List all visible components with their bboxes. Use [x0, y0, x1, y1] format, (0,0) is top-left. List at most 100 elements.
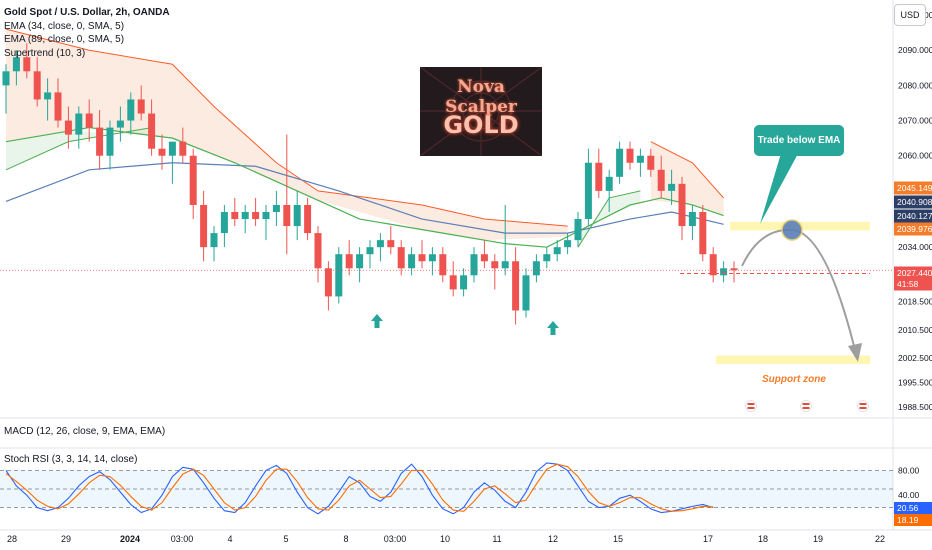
candle-body[interactable] [85, 113, 93, 128]
ema89-label[interactable]: EMA (89, close, 0, SMA, 5) [4, 34, 125, 45]
candle-body[interactable] [387, 240, 395, 248]
candle-body[interactable] [501, 261, 509, 269]
candle-body[interactable] [657, 169, 665, 191]
candle-body[interactable] [127, 99, 135, 121]
supertrend-label[interactable]: Supertrend (10, 3) [4, 47, 86, 59]
candle-body[interactable] [397, 247, 405, 269]
candle-body[interactable] [345, 254, 353, 269]
candle-body[interactable] [272, 204, 280, 212]
candle-body[interactable] [96, 127, 104, 156]
candle-body[interactable] [647, 155, 655, 170]
event-flag-icon[interactable] [857, 400, 869, 412]
price-axis-label: 2010.500 [898, 325, 932, 335]
candle-body[interactable] [595, 162, 603, 191]
candle-body[interactable] [335, 254, 343, 297]
candle-body[interactable] [231, 212, 239, 220]
candle-body[interactable] [688, 212, 696, 227]
candle-body[interactable] [23, 57, 31, 72]
candle-body[interactable] [564, 240, 572, 248]
time-axis-label: 17 [703, 534, 713, 544]
candle-body[interactable] [158, 148, 166, 156]
candle-body[interactable] [44, 92, 52, 100]
candle-body[interactable] [543, 254, 551, 262]
flag-stripe [747, 403, 755, 405]
candle-body[interactable] [324, 268, 332, 297]
candle-body[interactable] [449, 275, 457, 290]
candles[interactable] [2, 43, 738, 325]
logo-line1: Nova Scalper [445, 77, 517, 117]
candle-body[interactable] [356, 254, 364, 269]
candle-body[interactable] [699, 212, 707, 255]
candle-body[interactable] [636, 155, 644, 163]
candle-body[interactable] [116, 120, 124, 128]
candle-body[interactable] [491, 261, 499, 269]
candle-body[interactable] [480, 254, 488, 262]
candle-body[interactable] [512, 261, 520, 311]
candle-body[interactable] [418, 254, 426, 262]
event-flag-icon[interactable] [800, 400, 812, 412]
candle-body[interactable] [616, 148, 624, 177]
time-axis-label: 19 [813, 534, 823, 544]
candle-body[interactable] [283, 204, 291, 227]
candle-body[interactable] [210, 233, 218, 248]
candle-body[interactable] [376, 240, 384, 248]
projection-path[interactable] [741, 228, 857, 355]
candle-body[interactable] [584, 162, 592, 220]
candle-body[interactable] [12, 57, 20, 72]
candle-body[interactable] [626, 148, 634, 163]
candle-body[interactable] [241, 212, 249, 220]
candle-body[interactable] [252, 212, 260, 220]
candle-body[interactable] [262, 212, 270, 220]
candle-body[interactable] [106, 127, 114, 156]
candle-body[interactable] [137, 99, 145, 114]
candle-body[interactable] [179, 141, 187, 156]
candle-body[interactable] [532, 261, 540, 276]
candle-body[interactable] [428, 254, 436, 262]
event-flag-icon[interactable] [745, 400, 757, 412]
currency-button[interactable]: USD [894, 4, 926, 26]
ema34-label[interactable]: EMA (34, close, 0, SMA, 5) [4, 20, 125, 32]
candle-body[interactable] [148, 113, 156, 149]
candle-body[interactable] [200, 204, 208, 248]
support-zone[interactable] [716, 355, 870, 364]
macd-label[interactable]: MACD (12, 26, close, 9, EMA, EMA) [4, 426, 166, 437]
price-axis-label: 1988.500 [898, 402, 932, 412]
candle-body[interactable] [64, 120, 72, 135]
candle-body[interactable] [668, 183, 676, 191]
supertrend-line-down [5, 28, 568, 227]
candle-body[interactable] [678, 183, 686, 227]
candle-body[interactable] [220, 212, 228, 234]
logo-line2: GOLD [443, 111, 519, 139]
candle-body[interactable] [574, 219, 582, 241]
candle-body[interactable] [168, 141, 176, 156]
candle-body[interactable] [54, 92, 62, 121]
candle-body[interactable] [553, 247, 561, 255]
candle-body[interactable] [720, 268, 728, 276]
candle-body[interactable] [304, 204, 312, 234]
time-axis-label: 29 [61, 534, 71, 544]
flag-stripe [802, 407, 810, 409]
time-axis-label: 5 [283, 534, 288, 544]
stoch-rsi-label[interactable]: Stoch RSI (3, 3, 14, 14, close) [4, 454, 138, 465]
candle-body[interactable] [2, 71, 10, 86]
candle-body[interactable] [605, 176, 613, 191]
symbol-label[interactable]: Gold Spot / U.S. Dollar, 2h, OANDA [4, 7, 170, 18]
candle-body[interactable] [470, 254, 478, 276]
retest-point[interactable] [781, 219, 803, 241]
candle-body[interactable] [730, 268, 738, 271]
candle-body[interactable] [293, 204, 301, 227]
candle-body[interactable] [522, 275, 530, 311]
candle-body[interactable] [75, 113, 83, 135]
trade-below-ema-callout[interactable]: Trade below EMA [754, 125, 844, 156]
candle-body[interactable] [709, 254, 717, 276]
time-axis[interactable]: 28 29 2024 03:00 4 5 8 03:00 10 11 12 15 17 18 19 22 [7, 534, 885, 544]
support-zone-label[interactable]: Support zone [762, 374, 826, 385]
candle-body[interactable] [366, 247, 374, 255]
candle-body[interactable] [189, 155, 197, 205]
candle-body[interactable] [314, 233, 322, 269]
candle-body[interactable] [439, 254, 447, 276]
candle-body[interactable] [33, 71, 41, 100]
candle-body[interactable] [460, 275, 468, 290]
candle-body[interactable] [408, 254, 416, 269]
